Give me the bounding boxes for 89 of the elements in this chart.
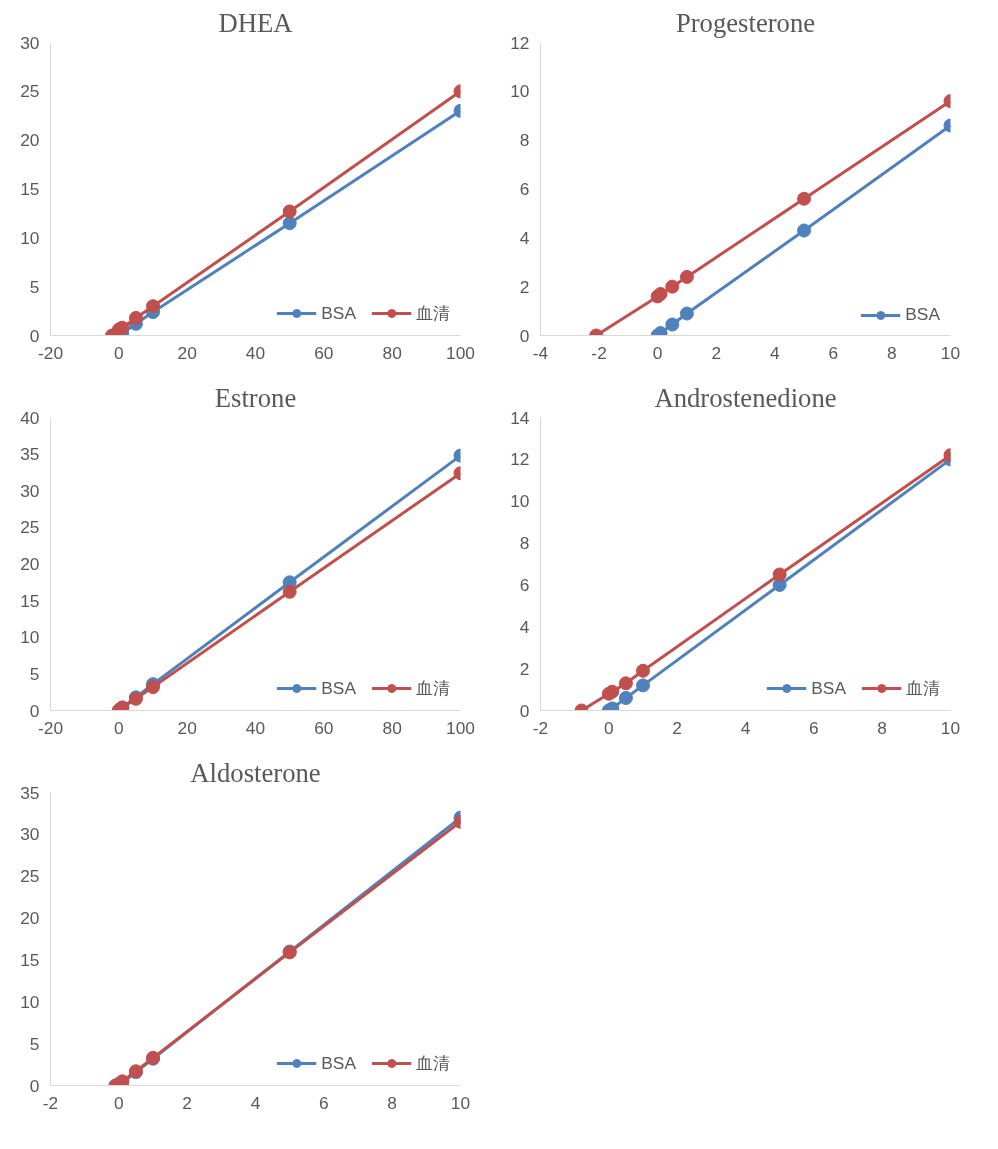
y-tick-label: 20 xyxy=(20,130,40,151)
y-tick-label: 20 xyxy=(20,554,40,574)
legend-label: 血清 xyxy=(416,1052,450,1075)
y-tick-label: 8 xyxy=(519,130,530,151)
y-tick-label: 2 xyxy=(519,276,530,297)
x-tick-label: -2 xyxy=(532,717,549,738)
x-tick-label: 2 xyxy=(672,717,682,738)
y-tick-label: 12 xyxy=(510,32,530,53)
x-tick-label: 10 xyxy=(940,717,961,738)
x-tick-label: 2 xyxy=(182,1092,192,1113)
y-tick-label: 0 xyxy=(29,700,40,721)
x-tick-label: 80 xyxy=(382,342,402,363)
y-tick-label: 5 xyxy=(29,663,40,684)
x-tick-label: -2 xyxy=(591,342,607,363)
x-tick-label: 100 xyxy=(446,717,475,738)
y-tick-label: 8 xyxy=(519,533,530,554)
x-tick-label: -4 xyxy=(532,342,549,363)
x-tick-label: 6 xyxy=(809,717,819,738)
x-tick-label: 8 xyxy=(387,1092,397,1113)
x-tick-label: 60 xyxy=(314,717,334,738)
legend-label: 血清 xyxy=(416,677,450,700)
y-tick-label: 30 xyxy=(20,32,40,53)
chart-title: Aldosterone xyxy=(190,757,321,788)
y-tick-label: 0 xyxy=(519,700,530,721)
x-tick-label: 60 xyxy=(314,342,334,363)
y-tick-label: 25 xyxy=(20,81,40,102)
x-tick-label: 4 xyxy=(740,717,751,738)
chart-title: Androstenedione xyxy=(654,382,837,413)
y-tick-label: 0 xyxy=(29,1075,40,1096)
legend-label: BSA xyxy=(321,677,356,699)
legend-label: BSA xyxy=(811,677,846,699)
y-tick-label: 25 xyxy=(20,866,40,887)
x-tick-label: -2 xyxy=(42,1092,59,1113)
y-tick-label: 10 xyxy=(20,991,40,1012)
x-tick-label: 4 xyxy=(250,1092,261,1113)
x-tick-label: 6 xyxy=(828,342,839,363)
x-tick-label: 8 xyxy=(887,342,897,363)
y-tick-label: 15 xyxy=(20,179,40,199)
y-tick-label: 20 xyxy=(20,908,40,929)
chart-title: Estrone xyxy=(214,382,297,413)
legend-label: BSA xyxy=(905,304,940,325)
y-tick-label: 14 xyxy=(510,407,530,428)
legend-label: BSA xyxy=(321,1052,356,1074)
x-tick-label: 20 xyxy=(177,342,197,363)
x-tick-label: 10 xyxy=(450,1092,471,1113)
y-tick-label: 35 xyxy=(20,782,40,803)
x-tick-label: 80 xyxy=(382,717,402,738)
x-tick-label: 0 xyxy=(652,342,663,363)
y-tick-label: 30 xyxy=(20,480,40,501)
x-tick-label: 8 xyxy=(877,717,887,738)
legend-label: 血清 xyxy=(906,677,940,700)
y-tick-label: 5 xyxy=(29,1033,40,1054)
y-tick-label: 6 xyxy=(519,179,530,199)
legend-label: 血清 xyxy=(416,302,450,325)
chart-title: DHEA xyxy=(218,7,294,38)
y-tick-label: 35 xyxy=(20,444,40,465)
y-tick-label: 2 xyxy=(519,658,530,679)
x-tick-label: 40 xyxy=(245,717,266,738)
y-tick-label: 4 xyxy=(519,616,530,637)
x-tick-label: 0 xyxy=(114,342,124,363)
y-tick-label: 12 xyxy=(510,449,530,470)
x-tick-label: 0 xyxy=(114,1092,124,1113)
y-tick-label: 6 xyxy=(519,574,530,595)
x-tick-label: 100 xyxy=(446,342,475,363)
x-tick-label: 20 xyxy=(177,717,197,738)
x-tick-label: 0 xyxy=(604,717,614,738)
chart-title: Progesterone xyxy=(675,7,816,38)
y-tick-label: 10 xyxy=(20,627,40,648)
y-tick-label: 10 xyxy=(510,81,530,102)
y-tick-label: 40 xyxy=(20,407,40,428)
x-tick-label: -20 xyxy=(37,342,64,363)
y-tick-label: 10 xyxy=(510,491,530,512)
x-tick-label: 6 xyxy=(319,1092,329,1113)
y-tick-label: 30 xyxy=(20,824,40,845)
y-tick-label: 5 xyxy=(29,276,40,297)
x-tick-label: 4 xyxy=(769,342,780,363)
y-tick-label: 0 xyxy=(519,325,530,346)
y-tick-label: 10 xyxy=(20,227,40,248)
y-tick-label: 0 xyxy=(29,325,40,346)
y-tick-label: 15 xyxy=(20,949,40,970)
x-tick-label: 10 xyxy=(940,342,961,363)
x-tick-label: 2 xyxy=(711,342,722,363)
y-tick-label: 15 xyxy=(20,590,40,611)
legend-label: BSA xyxy=(321,302,356,324)
x-tick-label: 40 xyxy=(245,342,266,363)
x-tick-label: -20 xyxy=(37,717,64,738)
x-tick-label: 0 xyxy=(114,717,124,738)
y-tick-label: 4 xyxy=(519,227,530,248)
y-tick-label: 25 xyxy=(20,517,40,538)
